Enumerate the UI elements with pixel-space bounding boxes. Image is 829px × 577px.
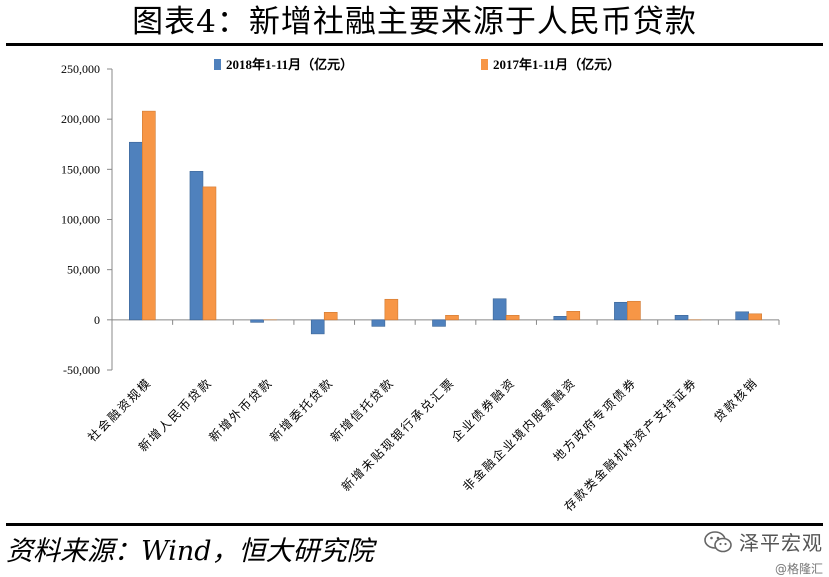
x-category-label: 新增信托贷款 bbox=[327, 375, 397, 445]
bar-series1 bbox=[433, 320, 446, 327]
x-category-label: 新增外币贷款 bbox=[206, 375, 276, 445]
bar-series2 bbox=[324, 312, 337, 320]
y-tick-label: 100,000 bbox=[61, 213, 100, 227]
x-category-label: 非金融企业境内股票融资 bbox=[459, 375, 579, 495]
y-tick-label: 0 bbox=[94, 313, 100, 327]
legend-swatch bbox=[481, 59, 488, 70]
wechat-icon bbox=[703, 530, 733, 554]
watermark-handle: @格隆汇 bbox=[703, 560, 823, 577]
bar-series1 bbox=[372, 320, 385, 327]
legend-label: 2018年1-11月（亿元） bbox=[226, 57, 353, 72]
bar-series2 bbox=[385, 299, 398, 320]
watermark-name: 泽平宏观 bbox=[739, 527, 823, 556]
bar-series2 bbox=[627, 301, 640, 320]
bar-series1 bbox=[736, 312, 749, 320]
x-category-label: 社会融资规模 bbox=[84, 375, 154, 445]
bar-series1 bbox=[614, 302, 627, 320]
y-tick-label: 200,000 bbox=[61, 112, 100, 126]
y-tick-label: 150,000 bbox=[61, 162, 100, 176]
x-category-label: 企业债券融资 bbox=[448, 375, 518, 445]
bar-series1 bbox=[251, 320, 264, 323]
bar-chart: 250,000 200,000 150,000 100,000 50,000 0 -50,0… bbox=[0, 0, 829, 520]
bar-series2 bbox=[203, 187, 216, 320]
legend-label: 2017年1-11月（亿元） bbox=[493, 57, 620, 72]
x-category-label: 贷款核销 bbox=[711, 375, 761, 425]
bar-series2 bbox=[506, 315, 519, 320]
x-category-label: 新增委托贷款 bbox=[266, 375, 336, 445]
y-tick-label: 50,000 bbox=[67, 263, 100, 277]
y-tick-label: 250,000 bbox=[61, 62, 100, 76]
bar-series2 bbox=[749, 314, 762, 320]
bar-series1 bbox=[129, 142, 142, 320]
bar-series1 bbox=[190, 171, 203, 319]
bar-series2 bbox=[446, 315, 459, 320]
source-note: 资料来源：Wind，恒大研究院 bbox=[6, 532, 374, 572]
source-rule bbox=[6, 523, 823, 526]
y-tick-label: -50,000 bbox=[63, 363, 100, 377]
bar-series2 bbox=[142, 111, 155, 320]
x-category-label: 存款类金融机构资产支持证券 bbox=[561, 375, 700, 514]
bar-series1 bbox=[675, 315, 688, 320]
legend-swatch bbox=[214, 59, 221, 70]
watermark: 泽平宏观 @格隆汇 bbox=[703, 527, 823, 577]
bar-series1 bbox=[311, 320, 324, 334]
bar-series1 bbox=[554, 316, 567, 320]
bar-series1 bbox=[493, 299, 506, 320]
bar-series2 bbox=[567, 311, 580, 320]
x-category-label: 新增未贴现银行承兑汇票 bbox=[338, 375, 458, 495]
